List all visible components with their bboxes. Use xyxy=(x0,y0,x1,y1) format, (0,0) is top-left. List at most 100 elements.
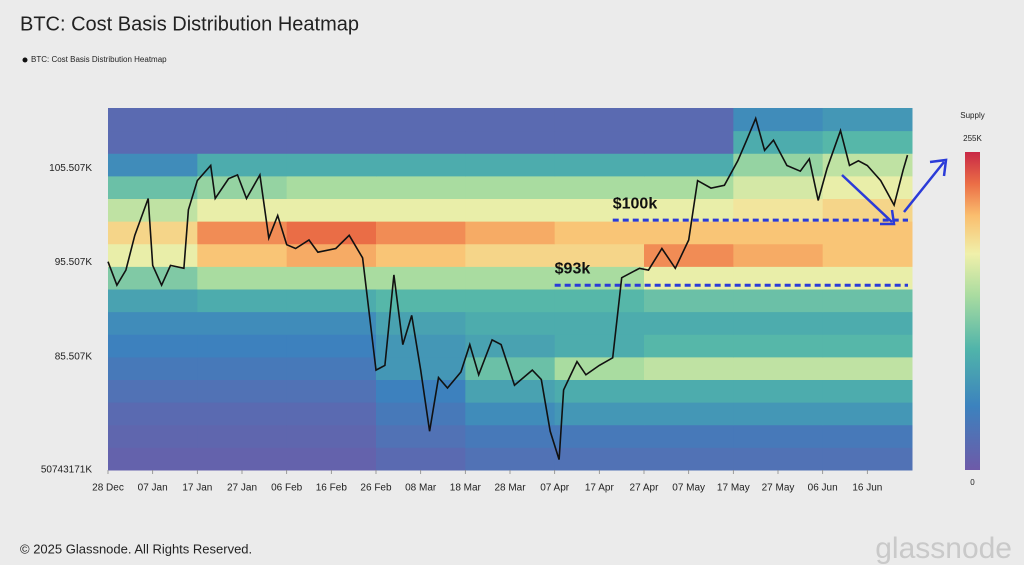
heat-cell xyxy=(197,130,288,154)
x-tick-label: 06 Jun xyxy=(808,483,838,494)
heat-cell xyxy=(376,175,466,199)
x-tick-label: 27 May xyxy=(762,483,795,494)
heat-cell xyxy=(554,379,645,403)
x-tick-label: 17 Jan xyxy=(182,483,212,494)
heat-cell xyxy=(822,289,913,313)
heat-cell xyxy=(465,153,556,177)
heat-cell xyxy=(197,356,288,380)
heat-cell xyxy=(108,198,198,222)
heat-cell xyxy=(644,130,734,154)
heat-cell xyxy=(644,402,734,426)
heat-cell xyxy=(286,153,377,177)
heat-cell xyxy=(376,379,466,403)
heat-cell xyxy=(733,108,824,132)
heat-cell xyxy=(822,221,913,245)
heat-cell xyxy=(554,289,645,313)
x-tick-label: 07 May xyxy=(672,483,705,494)
y-tick-label: 85.507K xyxy=(55,351,93,362)
heat-cell xyxy=(822,108,913,132)
heat-cell xyxy=(465,356,556,380)
heat-cell xyxy=(644,108,734,132)
heat-cell xyxy=(465,108,556,132)
heat-cell xyxy=(376,108,466,132)
heat-cell xyxy=(644,379,734,403)
heat-cell xyxy=(376,243,466,267)
heat-cell xyxy=(286,356,377,380)
heat-cell xyxy=(554,243,645,267)
x-tick-label: 28 Mar xyxy=(494,483,526,494)
heat-cell xyxy=(286,175,377,199)
heat-cell xyxy=(376,402,466,426)
heat-cell xyxy=(644,221,734,245)
colorbar xyxy=(965,152,980,470)
heat-cell xyxy=(376,334,466,358)
heat-cell xyxy=(822,424,913,448)
heat-cell xyxy=(822,334,913,358)
heat-cell xyxy=(465,447,556,471)
heat-cell xyxy=(108,402,198,426)
x-tick-label: 27 Apr xyxy=(630,483,660,494)
heat-cell xyxy=(733,424,824,448)
heat-cell xyxy=(554,130,645,154)
heat-cell xyxy=(554,198,645,222)
heat-cell xyxy=(108,311,198,335)
heat-cell xyxy=(733,243,824,267)
footer: © 2025 Glassnode. All Rights Reserved. xyxy=(20,541,252,556)
colorbar-title: Supply xyxy=(960,111,984,120)
heat-cell xyxy=(376,311,466,335)
heat-cell xyxy=(554,175,645,199)
heat-cell xyxy=(733,334,824,358)
heat-cell xyxy=(108,356,198,380)
colorbar-tick-label: 0 xyxy=(970,478,975,487)
heat-cell xyxy=(197,221,288,245)
x-tick-label: 28 Dec xyxy=(92,483,124,494)
x-tick-label: 06 Feb xyxy=(271,483,303,494)
heat-cell xyxy=(286,243,377,267)
heat-cell xyxy=(644,311,734,335)
heat-cell xyxy=(197,198,288,222)
heat-cell xyxy=(108,424,198,448)
y-tick-label: 50743171K xyxy=(41,465,92,476)
heat-cell xyxy=(376,289,466,313)
x-tick-label: 17 May xyxy=(717,483,750,494)
heat-cell xyxy=(554,266,645,290)
heat-cell xyxy=(644,289,734,313)
heat-cell xyxy=(465,243,556,267)
heat-cell xyxy=(465,198,556,222)
heat-cell xyxy=(108,153,198,177)
heat-cell xyxy=(644,266,734,290)
heat-cell xyxy=(733,379,824,403)
heat-cell xyxy=(822,175,913,199)
heat-cell xyxy=(197,153,288,177)
heat-cell xyxy=(554,334,645,358)
heat-cell xyxy=(733,198,824,222)
heat-cell xyxy=(644,356,734,380)
annotation-label: $100k xyxy=(613,195,658,212)
heat-cell xyxy=(108,447,198,471)
heat-cell xyxy=(108,221,198,245)
heat-cell xyxy=(286,266,377,290)
heat-cell xyxy=(108,130,198,154)
heat-cell xyxy=(376,447,466,471)
heat-cell xyxy=(108,266,198,290)
price-line xyxy=(107,115,909,460)
heat-cell xyxy=(822,379,913,403)
x-tick-label: 27 Jan xyxy=(227,483,257,494)
heat-cell xyxy=(465,334,556,358)
heat-cell xyxy=(554,311,645,335)
heat-cell xyxy=(644,447,734,471)
heat-cell xyxy=(197,424,288,448)
heat-cell xyxy=(376,153,466,177)
heat-cell xyxy=(197,243,288,267)
heat-cell xyxy=(644,198,734,222)
heat-cell xyxy=(554,108,645,132)
heat-cell xyxy=(822,447,913,471)
heat-cell xyxy=(733,130,824,154)
x-tick-label: 08 Mar xyxy=(405,483,437,494)
heat-cell xyxy=(733,289,824,313)
annotation-label: $93k xyxy=(555,260,591,277)
heat-cell xyxy=(554,424,645,448)
heat-cell xyxy=(108,334,198,358)
x-tick-label: 16 Feb xyxy=(316,483,348,494)
